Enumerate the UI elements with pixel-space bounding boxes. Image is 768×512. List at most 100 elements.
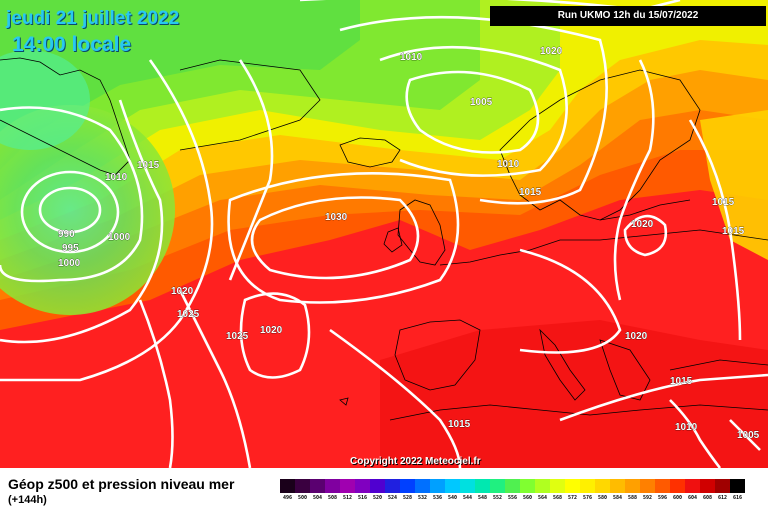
color-scale-tick: 612 xyxy=(717,495,728,501)
isobar-1020-south xyxy=(138,299,174,468)
isobar-label: 1020 xyxy=(625,331,648,342)
color-scale-tick: 500 xyxy=(297,495,308,501)
legend-subtitle: (+144h) xyxy=(8,494,47,506)
field-low-core xyxy=(0,105,175,315)
isobar-1015-east xyxy=(688,119,742,341)
color-scale-tick: 576 xyxy=(582,495,593,501)
color-scale-tick: 548 xyxy=(477,495,488,501)
color-scale-tick: 580 xyxy=(597,495,608,501)
isobar-label: 1010 xyxy=(497,159,520,170)
isobar-1015-north xyxy=(339,15,608,205)
color-swatch xyxy=(565,479,580,493)
weather-map: 1020 1005 1010 1015 1015 1010 1030 990 9… xyxy=(0,0,768,468)
run-info: Run UKMO 12h du 15/07/2022 xyxy=(490,6,766,26)
isobar-label: 1020 xyxy=(260,325,283,336)
coast-ireland xyxy=(383,227,403,253)
color-scale-tick: 584 xyxy=(612,495,623,501)
isobar-1015-europe xyxy=(329,328,462,468)
isobar-1000 xyxy=(0,106,144,283)
color-swatch xyxy=(460,479,475,493)
isobar-label: 1015 xyxy=(722,226,745,237)
isobar-label: 1015 xyxy=(448,419,471,430)
color-scale-tick: 588 xyxy=(627,495,638,501)
isobar-label: 1015 xyxy=(137,160,160,171)
coast-iceland xyxy=(339,137,401,168)
isobar-label: 1010 xyxy=(400,52,423,63)
coast-north-africa xyxy=(389,404,768,421)
color-scale-tick: 608 xyxy=(702,495,713,501)
color-scale-tick: 600 xyxy=(672,495,683,501)
color-swatch xyxy=(520,479,535,493)
color-swatch xyxy=(535,479,550,493)
color-scale-tick: 504 xyxy=(312,495,323,501)
color-scale-tick: 564 xyxy=(537,495,548,501)
isobar-high-1025 xyxy=(227,172,460,304)
color-scale-tick: 596 xyxy=(657,495,668,501)
color-swatch xyxy=(325,479,340,493)
isobar-1015-southeast xyxy=(559,373,768,422)
isobar-label: 1010 xyxy=(675,422,698,433)
field-north-cyan xyxy=(0,50,90,150)
coast-europe-main xyxy=(439,229,768,266)
coast-turkey xyxy=(669,359,768,371)
coast-italy xyxy=(539,328,586,401)
color-swatch xyxy=(340,479,355,493)
color-scale-tick: 528 xyxy=(402,495,413,501)
isobar-label: 1025 xyxy=(226,331,249,342)
coast-iberia xyxy=(394,319,481,391)
field-south-dark-red xyxy=(380,320,768,468)
field-east-yellow xyxy=(700,110,768,260)
coast-balkans-greece xyxy=(599,339,651,401)
forecast-time: 14:00 locale xyxy=(12,33,132,56)
color-swatch xyxy=(730,479,745,493)
color-swatch xyxy=(505,479,520,493)
color-scale-tick: 496 xyxy=(282,495,293,501)
color-scale-tick: 568 xyxy=(552,495,563,501)
color-scale-ticks: 496 500 504 508 512 516 520 524 528 532 536 540 544 5… xyxy=(280,495,745,501)
isobar-1010-west xyxy=(0,99,164,344)
isobar-label: 1020 xyxy=(631,219,654,230)
color-swatch xyxy=(280,479,295,493)
color-swatch xyxy=(400,479,415,493)
coastlines xyxy=(0,57,768,421)
color-swatch xyxy=(715,479,730,493)
isobar-high-1030 xyxy=(250,196,420,280)
color-swatch xyxy=(580,479,595,493)
isobar-low-995 xyxy=(20,170,120,254)
isobar-label: 1030 xyxy=(325,212,348,223)
isobar-1010-north xyxy=(379,45,568,177)
color-scale xyxy=(280,479,745,493)
isobar-baltic-high-1020 xyxy=(623,214,668,257)
isobar-1025-south xyxy=(178,289,252,468)
color-swatch xyxy=(415,479,430,493)
color-swatch xyxy=(430,479,445,493)
isobar-low-1005 xyxy=(405,70,540,154)
color-scale-tick: 508 xyxy=(327,495,338,501)
color-scale-tick: 540 xyxy=(447,495,458,501)
isobar-label: 1005 xyxy=(470,97,493,108)
color-swatch xyxy=(475,479,490,493)
forecast-date: jeudi 21 juillet 2022 xyxy=(6,8,180,29)
isobar-label: 1020 xyxy=(171,286,194,297)
isobar-1020-west xyxy=(228,59,274,281)
color-scale-tick: 516 xyxy=(357,495,368,501)
color-scale-tick: 604 xyxy=(687,495,698,501)
coast-canaries xyxy=(339,397,349,406)
isobar-label: 1010 xyxy=(105,172,128,183)
color-swatch xyxy=(385,479,400,493)
color-scale-tick: 532 xyxy=(417,495,428,501)
isobar-1010-southeast xyxy=(669,399,722,468)
color-scale-tick: 572 xyxy=(567,495,578,501)
isobar-labels: 1020 1005 1010 1015 1015 1010 1030 990 9… xyxy=(58,46,760,442)
color-swatch xyxy=(295,479,310,493)
isobar-scandinavia xyxy=(613,59,655,301)
isobar-label: 990 xyxy=(58,229,75,240)
isobar-label: 1025 xyxy=(177,309,200,320)
color-swatch xyxy=(625,479,640,493)
coast-greenland-east xyxy=(179,59,321,151)
coast-british-isles xyxy=(397,199,446,266)
isobar-1020-europe xyxy=(519,248,622,354)
field-bright-green xyxy=(0,0,360,170)
isobar-low-990 xyxy=(38,186,102,234)
